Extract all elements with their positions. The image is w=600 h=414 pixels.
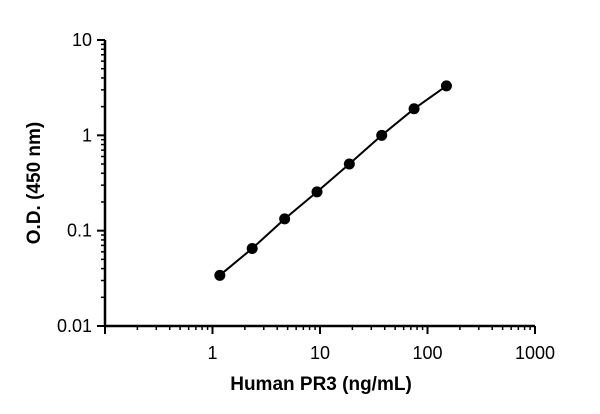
y-axis-title: O.D. (450 nm) (24, 122, 45, 244)
y-tick-label: 10 (72, 30, 92, 50)
y-tick-label: 1 (82, 125, 92, 145)
fit-line-group (219, 85, 447, 277)
data-point (279, 213, 291, 225)
data-point (311, 186, 323, 198)
data-point (214, 269, 226, 281)
data-point (376, 129, 388, 141)
x-tick-label: 1 (207, 343, 217, 363)
x-axis-title: Human PR3 (ng/mL) (230, 374, 412, 395)
ticks (97, 39, 536, 334)
fit-line (219, 85, 447, 277)
data-points (214, 80, 452, 281)
data-point (246, 243, 258, 255)
data-point (440, 80, 452, 92)
tick-labels: 10 1 0.1 0.01 1 10 100 1000 (57, 30, 555, 363)
data-point (343, 158, 355, 170)
axes (103, 40, 535, 328)
y-tick-label: 0.1 (67, 221, 92, 241)
x-tick-label: 100 (412, 343, 442, 363)
data-point (408, 103, 420, 115)
x-tick-label: 10 (310, 343, 330, 363)
y-tick-label: 0.01 (57, 316, 92, 336)
x-tick-label: 1000 (515, 343, 555, 363)
